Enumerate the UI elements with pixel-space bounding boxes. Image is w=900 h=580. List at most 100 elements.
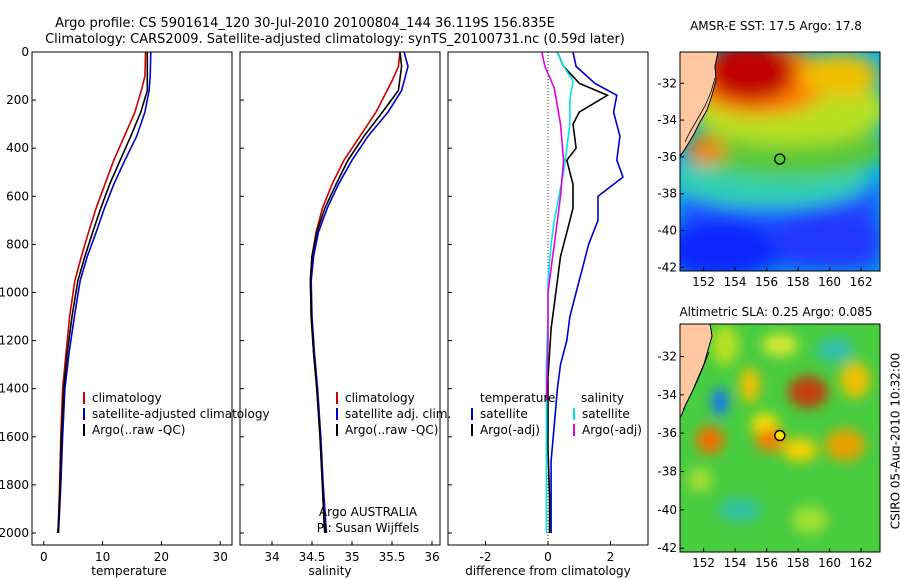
salinity-xticks: 34 34.5 35 35.5 36 (264, 541, 440, 564)
legend-header-temperature: temperature (480, 391, 555, 405)
sst-cold-southeast (775, 210, 880, 270)
sst-map-xtick-label: 154 (724, 275, 747, 289)
sla-low-1 (712, 388, 728, 416)
depth-tick-label: 1600 (0, 430, 29, 444)
difference-xticks: -2 0 2 (480, 541, 615, 564)
sla-map-ytick-label: -34 (657, 388, 677, 402)
salinity-lines (309, 51, 409, 534)
sst-map-xtick-label: 156 (755, 275, 778, 289)
sla-map-xtick-label: 156 (755, 556, 778, 570)
temperature-xtick-label: 30 (213, 550, 228, 564)
sst-map-xtick-label: 160 (818, 275, 841, 289)
sla-map-yticks: -32 -34 -36 -38 -40 -42 (657, 350, 684, 555)
legend-label-climatology: climatology (345, 391, 415, 405)
sla-warm-9 (688, 468, 712, 492)
difference-series-0 (550, 51, 624, 533)
legend-label-satellite: satellite-adjusted climatology (92, 407, 270, 421)
difference-xtick-label: 2 (607, 550, 615, 564)
difference-lines (541, 51, 624, 533)
sla-argo-marker (774, 429, 786, 442)
sla-map-ytick-label: -42 (657, 541, 677, 555)
salinity-xtick-label: 34.5 (299, 550, 326, 564)
sla-map-xticks: 152 154 156 158 160 162 (692, 548, 873, 570)
sst-argo-marker (774, 153, 786, 165)
depth-tick-label: 2000 (0, 526, 29, 540)
depth-tick-label: 800 (6, 237, 29, 251)
sla-warm-8 (792, 506, 828, 534)
depth-tick-label: 1800 (0, 478, 29, 492)
sst-cold-southwest (680, 220, 780, 271)
sla-isobath (682, 351, 710, 411)
salinity-series-1 (310, 51, 409, 534)
legend-label-argo: Argo(..raw -QC) (345, 423, 438, 437)
sla-map-ytick-label: -38 (657, 465, 677, 479)
legend-label-argo: Argo(..raw -QC) (92, 423, 185, 437)
legend-header-salinity: salinity (581, 391, 624, 405)
salinity-xtick-label: 36 (424, 550, 439, 564)
argo-australia-credit: Argo AUSTRALIA (319, 505, 418, 519)
sst-map-panel: AMSR-E SST: 17.5 Argo: 17.8 152 154 156 158… (657, 19, 881, 289)
difference-series-1 (547, 51, 610, 533)
salinity-xtick-label: 34 (264, 550, 279, 564)
sla-map-xtick-label: 160 (818, 556, 841, 570)
sst-map-yticks: -32 -34 -36 -38 -40 -42 (657, 76, 684, 274)
temperature-series-2 (57, 52, 149, 534)
sst-map-frame (679, 51, 881, 272)
sst-map-xtick-label: 158 (787, 275, 810, 289)
difference-panel: -2 0 2 difference from climatology tempera… (447, 51, 649, 578)
salinity-legend: climatology satellite adj. clim. Argo(..… (336, 391, 451, 437)
sla-map-ytick-label: -40 (657, 503, 677, 517)
sst-isobath (684, 77, 716, 143)
sla-map-xtick-label: 158 (787, 556, 810, 570)
sla-field (680, 324, 880, 552)
temperature-lines (57, 51, 152, 534)
salinity-axes-box (239, 51, 441, 546)
pi-credit: PI: Susan Wijffels (317, 521, 419, 535)
salinity-series-2 (309, 51, 403, 534)
salinity-series-0 (309, 51, 401, 534)
legend-label-sal-satellite: satellite (582, 407, 630, 421)
sla-warm-north-2 (762, 333, 798, 357)
legend-label-climatology: climatology (92, 391, 162, 405)
sla-low-3 (718, 498, 762, 522)
depth-tick-label: 1000 (0, 285, 29, 299)
difference-yticks (448, 51, 452, 534)
temperature-xtick-label: 0 (40, 550, 48, 564)
sla-map-title: Altimetric SLA: 0.25 Argo: 0.085 (679, 305, 872, 319)
difference-legend: temperature satellite Argo(-adj) salinit… (471, 391, 642, 437)
figure-title-line1: Argo profile: CS 5901614_120 30-Jul-2010… (55, 16, 555, 31)
sla-map-xtick-label: 162 (850, 556, 873, 570)
salinity-xlabel: salinity (308, 564, 351, 578)
legend-label-satellite: satellite adj. clim. (345, 407, 451, 421)
sst-warm-eddy-west (685, 135, 725, 165)
sst-map-ytick-label: -40 (657, 224, 677, 238)
sla-map-panel: Altimetric SLA: 0.25 Argo: 0.085 (657, 305, 881, 570)
sla-high-east (788, 376, 828, 408)
temperature-series-1 (57, 51, 152, 534)
salinity-yticks (240, 51, 244, 534)
difference-xtick-label: 0 (544, 550, 552, 564)
difference-xlabel: difference from climatology (465, 564, 631, 578)
temperature-axes-box (31, 51, 233, 546)
sla-warm-5 (840, 362, 870, 398)
sla-map-xtick-label: 154 (724, 556, 747, 570)
sst-map-xtick-label: 162 (850, 275, 873, 289)
temperature-xtick-label: 10 (95, 550, 110, 564)
difference-series-2 (545, 51, 574, 533)
salinity-panel: 34 34.5 35 35.5 36 salinity climatology sate… (239, 51, 451, 578)
sst-map-title: AMSR-E SST: 17.5 Argo: 17.8 (690, 19, 862, 33)
temperature-xticks: 0 10 20 30 (40, 541, 228, 564)
figure-title-line2: Climatology: CARS2009. Satellite-adjuste… (45, 32, 625, 47)
difference-xtick-label: -2 (480, 550, 492, 564)
sst-map-ytick-label: -32 (657, 76, 677, 90)
sst-map-xticks: 152 154 156 158 160 162 (692, 267, 873, 289)
salinity-xtick-label: 35 (344, 550, 359, 564)
sst-eddy-northeast (800, 53, 880, 97)
temperature-legend: climatology satellite-adjusted climatolo… (83, 391, 270, 437)
temperature-yticks: 0 200 400 600 800 1000 1200 1400 1600 1800 2000 (0, 45, 36, 540)
difference-series-3 (541, 51, 565, 401)
depth-tick-label: 200 (6, 93, 29, 107)
depth-tick-label: 1200 (0, 334, 29, 348)
sla-warm-7 (825, 429, 865, 461)
temperature-xtick-label: 20 (154, 550, 169, 564)
